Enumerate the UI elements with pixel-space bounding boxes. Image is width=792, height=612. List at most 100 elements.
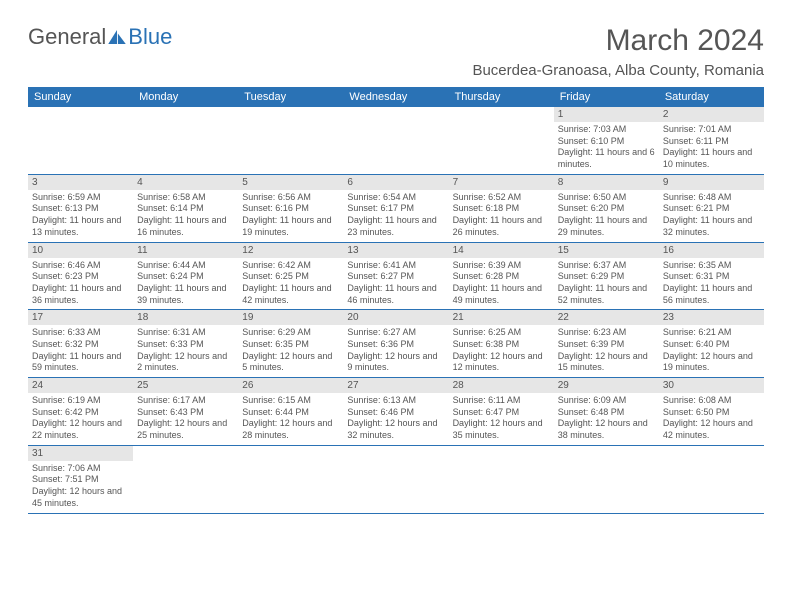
sunset-text: Sunset: 6:27 PM (347, 271, 444, 283)
sunrise-text: Sunrise: 6:11 AM (453, 395, 550, 407)
day-number: 28 (449, 378, 554, 393)
weekday-header: Wednesday (343, 87, 448, 107)
sunrise-text: Sunrise: 6:56 AM (242, 192, 339, 204)
sunrise-text: Sunrise: 7:06 AM (32, 463, 129, 475)
calendar-cell: 7Sunrise: 6:52 AMSunset: 6:18 PMDaylight… (449, 174, 554, 242)
day-number: 5 (238, 175, 343, 190)
sunset-text: Sunset: 6:17 PM (347, 203, 444, 215)
sunrise-text: Sunrise: 6:15 AM (242, 395, 339, 407)
calendar-cell: 8Sunrise: 6:50 AMSunset: 6:20 PMDaylight… (554, 174, 659, 242)
sunset-text: Sunset: 6:16 PM (242, 203, 339, 215)
calendar-cell: 17Sunrise: 6:33 AMSunset: 6:32 PMDayligh… (28, 310, 133, 378)
weekday-header: Thursday (449, 87, 554, 107)
sunset-text: Sunset: 6:11 PM (663, 136, 760, 148)
sunrise-text: Sunrise: 6:29 AM (242, 327, 339, 339)
weekday-header: Tuesday (238, 87, 343, 107)
day-number: 11 (133, 243, 238, 258)
sunset-text: Sunset: 6:25 PM (242, 271, 339, 283)
daylight-text: Daylight: 11 hours and 29 minutes. (558, 215, 655, 238)
sunrise-text: Sunrise: 6:19 AM (32, 395, 129, 407)
daylight-text: Daylight: 12 hours and 32 minutes. (347, 418, 444, 441)
day-number: 27 (343, 378, 448, 393)
sunset-text: Sunset: 6:20 PM (558, 203, 655, 215)
sunset-text: Sunset: 6:31 PM (663, 271, 760, 283)
sunset-text: Sunset: 6:33 PM (137, 339, 234, 351)
sunset-text: Sunset: 6:48 PM (558, 407, 655, 419)
daylight-text: Daylight: 12 hours and 22 minutes. (32, 418, 129, 441)
daylight-text: Daylight: 12 hours and 28 minutes. (242, 418, 339, 441)
calendar-cell: 18Sunrise: 6:31 AMSunset: 6:33 PMDayligh… (133, 310, 238, 378)
daylight-text: Daylight: 11 hours and 56 minutes. (663, 283, 760, 306)
calendar-cell: 24Sunrise: 6:19 AMSunset: 6:42 PMDayligh… (28, 378, 133, 446)
calendar-cell: 13Sunrise: 6:41 AMSunset: 6:27 PMDayligh… (343, 242, 448, 310)
weekday-row: SundayMondayTuesdayWednesdayThursdayFrid… (28, 87, 764, 107)
calendar-cell: 14Sunrise: 6:39 AMSunset: 6:28 PMDayligh… (449, 242, 554, 310)
day-number: 23 (659, 310, 764, 325)
sunset-text: Sunset: 6:32 PM (32, 339, 129, 351)
day-number: 30 (659, 378, 764, 393)
sunrise-text: Sunrise: 6:17 AM (137, 395, 234, 407)
calendar-cell: 29Sunrise: 6:09 AMSunset: 6:48 PMDayligh… (554, 378, 659, 446)
day-number: 31 (28, 446, 133, 461)
sunset-text: Sunset: 6:13 PM (32, 203, 129, 215)
day-number: 26 (238, 378, 343, 393)
day-number: 20 (343, 310, 448, 325)
sunrise-text: Sunrise: 6:58 AM (137, 192, 234, 204)
calendar-cell: 27Sunrise: 6:13 AMSunset: 6:46 PMDayligh… (343, 378, 448, 446)
sunrise-text: Sunrise: 6:35 AM (663, 260, 760, 272)
calendar-cell: 4Sunrise: 6:58 AMSunset: 6:14 PMDaylight… (133, 174, 238, 242)
day-number: 13 (343, 243, 448, 258)
sunrise-text: Sunrise: 6:48 AM (663, 192, 760, 204)
daylight-text: Daylight: 12 hours and 15 minutes. (558, 351, 655, 374)
daylight-text: Daylight: 12 hours and 9 minutes. (347, 351, 444, 374)
calendar-cell: 22Sunrise: 6:23 AMSunset: 6:39 PMDayligh… (554, 310, 659, 378)
calendar-cell: 1Sunrise: 7:03 AMSunset: 6:10 PMDaylight… (554, 107, 659, 174)
header: General Blue March 2024 Bucerdea-Granoas… (28, 24, 764, 79)
calendar-cell (238, 107, 343, 174)
calendar-cell: 16Sunrise: 6:35 AMSunset: 6:31 PMDayligh… (659, 242, 764, 310)
day-number: 8 (554, 175, 659, 190)
sunset-text: Sunset: 6:38 PM (453, 339, 550, 351)
sunrise-text: Sunrise: 6:41 AM (347, 260, 444, 272)
sunrise-text: Sunrise: 6:59 AM (32, 192, 129, 204)
sunset-text: Sunset: 6:46 PM (347, 407, 444, 419)
weekday-header: Sunday (28, 87, 133, 107)
calendar-cell: 20Sunrise: 6:27 AMSunset: 6:36 PMDayligh… (343, 310, 448, 378)
calendar-cell: 30Sunrise: 6:08 AMSunset: 6:50 PMDayligh… (659, 378, 764, 446)
calendar-cell: 28Sunrise: 6:11 AMSunset: 6:47 PMDayligh… (449, 378, 554, 446)
day-number: 21 (449, 310, 554, 325)
calendar-week: 1Sunrise: 7:03 AMSunset: 6:10 PMDaylight… (28, 107, 764, 174)
day-number: 19 (238, 310, 343, 325)
sunrise-text: Sunrise: 6:09 AM (558, 395, 655, 407)
calendar-week: 10Sunrise: 6:46 AMSunset: 6:23 PMDayligh… (28, 242, 764, 310)
sunset-text: Sunset: 6:39 PM (558, 339, 655, 351)
logo: General Blue (28, 24, 172, 50)
daylight-text: Daylight: 11 hours and 19 minutes. (242, 215, 339, 238)
sunset-text: Sunset: 6:40 PM (663, 339, 760, 351)
sunset-text: Sunset: 6:28 PM (453, 271, 550, 283)
sunrise-text: Sunrise: 7:01 AM (663, 124, 760, 136)
sunset-text: Sunset: 6:24 PM (137, 271, 234, 283)
daylight-text: Daylight: 11 hours and 32 minutes. (663, 215, 760, 238)
day-number: 4 (133, 175, 238, 190)
sunrise-text: Sunrise: 6:54 AM (347, 192, 444, 204)
sunset-text: Sunset: 7:51 PM (32, 474, 129, 486)
calendar-cell: 6Sunrise: 6:54 AMSunset: 6:17 PMDaylight… (343, 174, 448, 242)
day-number: 3 (28, 175, 133, 190)
sunrise-text: Sunrise: 6:42 AM (242, 260, 339, 272)
daylight-text: Daylight: 12 hours and 45 minutes. (32, 486, 129, 509)
calendar-cell (343, 107, 448, 174)
sunrise-text: Sunrise: 6:21 AM (663, 327, 760, 339)
daylight-text: Daylight: 11 hours and 42 minutes. (242, 283, 339, 306)
daylight-text: Daylight: 11 hours and 39 minutes. (137, 283, 234, 306)
daylight-text: Daylight: 11 hours and 13 minutes. (32, 215, 129, 238)
day-number: 14 (449, 243, 554, 258)
calendar-cell (659, 445, 764, 513)
calendar-cell: 31 Sunrise: 7:06 AMSunset: 7:51 PMDayligh… (28, 445, 133, 513)
day-number: 7 (449, 175, 554, 190)
daylight-text: Daylight: 11 hours and 16 minutes. (137, 215, 234, 238)
calendar-cell: 2Sunrise: 7:01 AMSunset: 6:11 PMDaylight… (659, 107, 764, 174)
day-number: 15 (554, 243, 659, 258)
day-number: 29 (554, 378, 659, 393)
calendar-cell: 26Sunrise: 6:15 AMSunset: 6:44 PMDayligh… (238, 378, 343, 446)
